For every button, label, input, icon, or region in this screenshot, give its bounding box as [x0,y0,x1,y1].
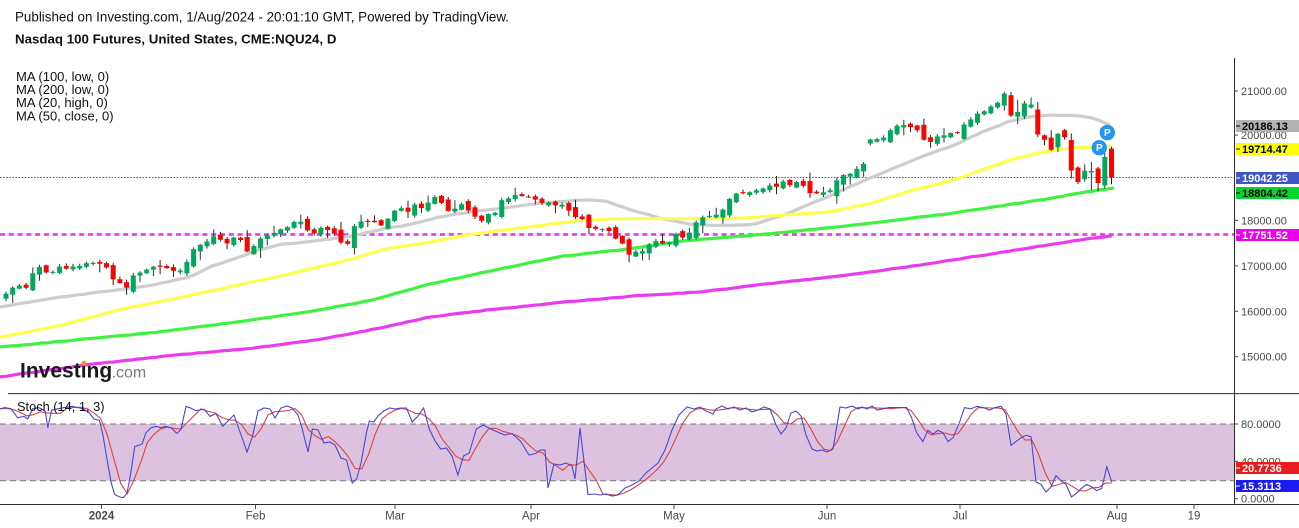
svg-text:2024: 2024 [89,511,115,523]
svg-text:20000.00: 20000.00 [1241,130,1287,142]
svg-text:Mar: Mar [385,511,405,523]
svg-text:Feb: Feb [246,511,266,523]
svg-text:19714.47: 19714.47 [1242,144,1288,156]
svg-text:17000.00: 17000.00 [1241,261,1287,273]
svg-text:P: P [1096,143,1103,154]
svg-text:Aug: Aug [1107,511,1127,523]
svg-text:May: May [663,511,685,523]
svg-text:.com: .com [112,365,147,382]
svg-text:21000.00: 21000.00 [1241,86,1287,98]
svg-text:18000.00: 18000.00 [1241,215,1287,227]
svg-text:Apr: Apr [522,511,540,523]
svg-text:20.7736: 20.7736 [1242,463,1282,475]
svg-text:MA (100, low, 0): MA (100, low, 0) [16,69,109,84]
svg-text:Published on Investing.com, 1/: Published on Investing.com, 1/Aug/2024 -… [15,10,509,25]
svg-text:Jul: Jul [953,511,968,523]
svg-text:18804.42: 18804.42 [1242,188,1288,200]
svg-text:MA (50, close, 0): MA (50, close, 0) [16,108,114,123]
svg-text:19042.25: 19042.25 [1242,173,1288,185]
svg-text:MA (200, low, 0): MA (200, low, 0) [16,82,109,97]
svg-text:0.0000: 0.0000 [1241,494,1275,506]
svg-text:16000.00: 16000.00 [1241,306,1287,318]
svg-text:MA (20, high, 0): MA (20, high, 0) [16,95,108,110]
svg-text:Stoch (14, 1, 3): Stoch (14, 1, 3) [17,399,105,414]
svg-text:80.0000: 80.0000 [1241,419,1281,431]
svg-text:Jun: Jun [818,511,837,523]
svg-text:15.3113: 15.3113 [1242,481,1281,493]
svg-text:Investing: Investing [20,360,112,383]
svg-text:P: P [1104,128,1111,139]
svg-text:15000.00: 15000.00 [1241,352,1287,364]
svg-text:17751.52: 17751.52 [1242,230,1288,242]
svg-text:19: 19 [1188,511,1201,523]
svg-text:20186.13: 20186.13 [1242,121,1288,133]
svg-text:Nasdaq 100 Futures, United Sta: Nasdaq 100 Futures, United States, CME:N… [15,32,337,47]
